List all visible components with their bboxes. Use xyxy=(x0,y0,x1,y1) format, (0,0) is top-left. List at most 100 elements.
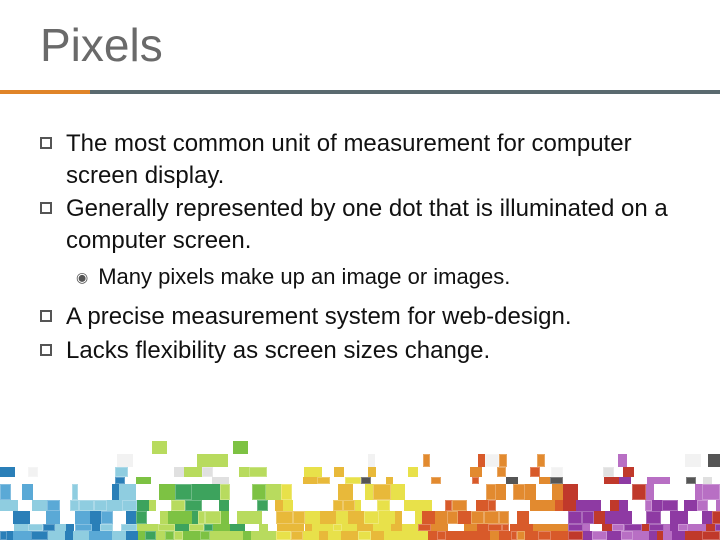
mosaic-tile xyxy=(647,477,656,484)
mosaic-tile xyxy=(485,454,499,467)
bullet-item: A precise measurement system for web-des… xyxy=(40,301,680,333)
mosaic-tile xyxy=(168,511,179,524)
mosaic-tile xyxy=(525,531,538,540)
mosaic-tile xyxy=(499,531,510,540)
mosaic-tile xyxy=(663,531,672,540)
mosaic-tile xyxy=(283,500,293,511)
mosaic-tile xyxy=(478,454,485,467)
mosaic-tile xyxy=(156,531,165,540)
mosaic-tile xyxy=(291,531,303,540)
mosaic-tile xyxy=(590,500,600,511)
mosaic-tile xyxy=(100,524,113,531)
mosaic-tile xyxy=(328,531,341,540)
mosaic-tile xyxy=(622,511,632,524)
mosaic-tile xyxy=(702,484,720,500)
mosaic-tile xyxy=(506,477,518,484)
mosaic-tile xyxy=(490,531,499,540)
mosaic-tile xyxy=(66,524,75,531)
mosaic-tile xyxy=(294,524,304,531)
bullet-text: The most common unit of measurement for … xyxy=(66,128,680,191)
mosaic-tile xyxy=(126,531,137,540)
mosaic-tile xyxy=(345,477,361,484)
mosaic-tile xyxy=(664,524,671,531)
mosaic-tile xyxy=(624,524,642,531)
mosaic-tile xyxy=(592,531,607,540)
mosaic-tile xyxy=(79,500,94,511)
mosaic-tile xyxy=(184,467,202,477)
slide-title: Pixels xyxy=(40,18,163,72)
mosaic-tile xyxy=(364,511,379,524)
mosaic-tile xyxy=(358,531,371,540)
sub-bullet-text: Many pixels make up an image or images. xyxy=(98,263,510,292)
mosaic-tile xyxy=(496,484,505,500)
mosaic-tile xyxy=(678,524,688,531)
mosaic-tile xyxy=(416,500,432,511)
mosaic-tile xyxy=(101,511,113,524)
mosaic-tile xyxy=(538,531,551,540)
mosaic-tile xyxy=(197,454,213,467)
mosaic-tile xyxy=(281,484,292,500)
mosaic-tile xyxy=(685,454,701,467)
mosaic-tile xyxy=(312,524,326,531)
mosaic-tile xyxy=(431,524,449,531)
mosaic-tile xyxy=(656,477,670,484)
mosaic-tile xyxy=(413,531,428,540)
mosaic-tile xyxy=(348,511,364,524)
mosaic-tile xyxy=(470,467,482,477)
mosaic-tile xyxy=(716,500,720,511)
underline-line xyxy=(90,90,720,94)
mosaic-tile xyxy=(703,477,712,484)
mosaic-tile xyxy=(619,477,631,484)
bullet-text: Generally represented by one dot that is… xyxy=(66,193,680,256)
underline-accent xyxy=(0,90,90,94)
mosaic-tile xyxy=(558,524,568,531)
mosaic-tile xyxy=(368,467,376,477)
mosaic-tile xyxy=(712,511,720,524)
mosaic-tile xyxy=(145,531,156,540)
mosaic-tile xyxy=(136,477,152,484)
mosaic-tile xyxy=(233,441,248,453)
mosaic-tile xyxy=(213,524,231,531)
mosaic-tile xyxy=(112,531,126,540)
mosaic-tile xyxy=(146,524,158,531)
mosaic-tile xyxy=(471,511,485,524)
sub-bullet-item: ◉ Many pixels make up an image or images… xyxy=(76,263,680,292)
mosaic-tile xyxy=(550,477,563,484)
mosaic-tile xyxy=(702,531,720,540)
mosaic-tile xyxy=(22,484,33,500)
mosaic-tile xyxy=(602,524,613,531)
mosaic-tile xyxy=(319,531,328,540)
mosaic-tile xyxy=(619,500,628,511)
mosaic-tile xyxy=(672,531,685,540)
mosaic-tile xyxy=(373,484,391,500)
mosaic-tile xyxy=(259,524,268,531)
mosaic-tile xyxy=(484,511,499,524)
mosaic-tile xyxy=(632,484,646,500)
mosaic-tile xyxy=(357,524,373,531)
mosaic-tile xyxy=(202,467,212,477)
mosaic-tile xyxy=(418,524,431,531)
mosaic-tile xyxy=(220,484,230,500)
mosaic-tile xyxy=(472,477,479,484)
mosaic-tile xyxy=(551,531,568,540)
mosaic-tile xyxy=(277,524,294,531)
mosaic-tile xyxy=(107,500,122,511)
mosaic-tile xyxy=(555,500,564,511)
mosaic-tile xyxy=(158,524,175,531)
mosaic-tile xyxy=(171,500,185,511)
mosaic-tile xyxy=(398,531,412,540)
mosaic-tile xyxy=(488,524,502,531)
mosaic-tile xyxy=(338,484,353,500)
mosaic-tile xyxy=(563,484,578,500)
mosaic-tile xyxy=(174,467,184,477)
mosaic-tile xyxy=(684,500,697,511)
mosaic-tile xyxy=(55,524,66,531)
mosaic-tile xyxy=(32,500,46,511)
mosaic-tile xyxy=(603,467,614,477)
mosaic-tile xyxy=(686,477,695,484)
mosaic-tile xyxy=(189,524,203,531)
slide: Pixels The most common unit of measureme… xyxy=(0,0,720,540)
mosaic-tile xyxy=(475,531,490,540)
mosaic-tile xyxy=(165,531,173,540)
mosaic-tile xyxy=(373,524,382,531)
